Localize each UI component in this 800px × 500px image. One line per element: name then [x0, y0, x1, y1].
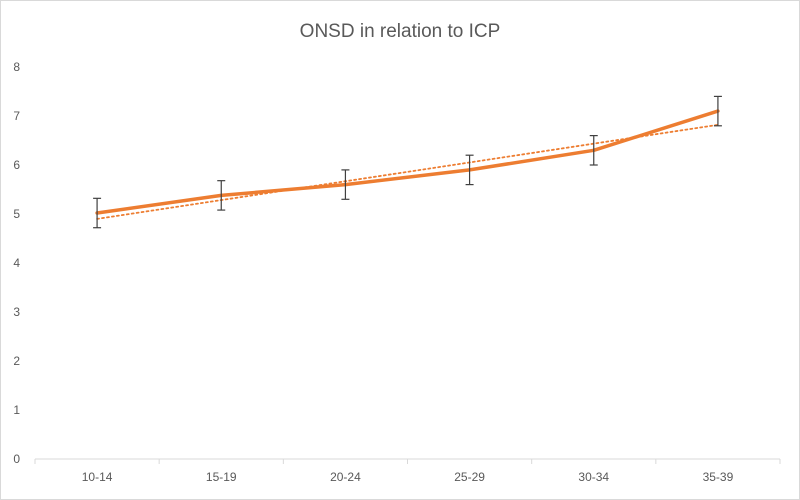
y-tick-label: 8 — [13, 60, 20, 74]
trendline — [96, 123, 719, 220]
y-tick-label: 7 — [13, 109, 20, 123]
y-tick-label: 2 — [13, 354, 20, 368]
y-tick-label: 6 — [13, 158, 20, 172]
error-bar — [589, 135, 598, 166]
error-bar — [341, 169, 350, 200]
x-axis: 10-14 15-19 20-24 25-29 30-34 35-39 — [34, 458, 781, 484]
y-tick-label: 1 — [13, 403, 20, 417]
y-tick-label: 0 — [13, 452, 20, 466]
y-tick-label: 3 — [13, 305, 20, 319]
chart-title: ONSD in relation to ICP — [300, 21, 501, 42]
x-tick-label: 30-34 — [578, 470, 609, 484]
x-tick-label: 15-19 — [206, 470, 237, 484]
error-bar — [217, 180, 226, 211]
error-bar — [465, 154, 474, 186]
data-series — [95, 109, 720, 215]
y-axis-ticks: 0 1 2 3 4 5 6 7 8 — [13, 60, 20, 466]
y-tick-label: 5 — [13, 207, 20, 221]
series-line — [95, 109, 720, 215]
x-tick-label: 25-29 — [454, 470, 485, 484]
error-bar — [93, 197, 102, 229]
x-tick-label: 35-39 — [703, 470, 734, 484]
trendline-line — [96, 123, 719, 220]
x-tick-label: 10-14 — [82, 470, 113, 484]
error-bars — [93, 95, 722, 229]
error-bar — [713, 95, 722, 127]
x-tick-label: 20-24 — [330, 470, 361, 484]
y-tick-label: 4 — [13, 256, 20, 270]
